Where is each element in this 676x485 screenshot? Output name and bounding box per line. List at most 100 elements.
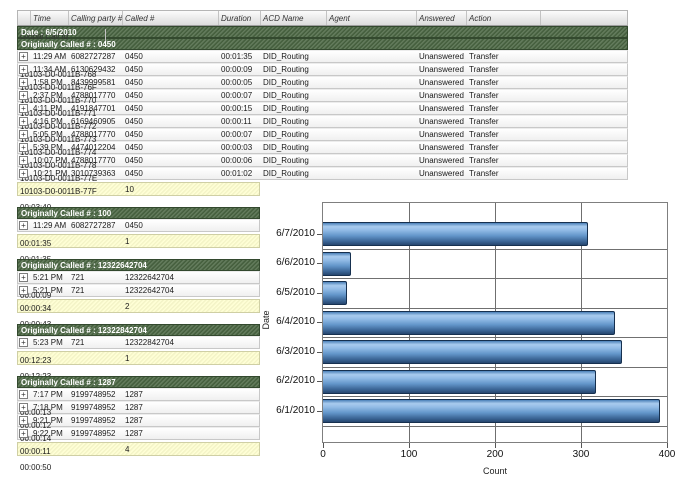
summary-count: 2 (125, 302, 130, 311)
expand-cell: + (18, 415, 31, 426)
gridline-horizontal (323, 425, 667, 427)
cell-value: Transfer (469, 65, 499, 74)
cell-value: Transfer (469, 130, 499, 139)
chart-bar (323, 251, 351, 276)
chart-bar (323, 310, 615, 335)
cell-value: DID_Routing (263, 130, 309, 139)
expand-row-button[interactable]: + (19, 52, 28, 61)
cell-value: 00:00:03 (221, 143, 253, 152)
y-axis-tick-label: 6/5/2010 (276, 287, 315, 298)
gridline-horizontal (323, 396, 667, 397)
expand-cell: + (18, 142, 31, 153)
cell-value: 4:16 PM (33, 117, 63, 126)
column-header-time[interactable]: Time (31, 11, 69, 25)
cell-value: 9199748952 (71, 403, 116, 412)
cell-value: Transfer (469, 156, 499, 165)
cell-value: DID_Routing (263, 104, 309, 113)
cell-value: DID_Routing (263, 52, 309, 61)
chart-bar (323, 222, 588, 246)
column-header-answered[interactable]: Answered (417, 11, 467, 25)
cell-value (327, 129, 417, 140)
x-axis-tick (667, 443, 668, 448)
expand-cell: + (18, 428, 31, 439)
expand-row-button[interactable]: + (19, 429, 28, 438)
chart-x-axis-title: Count (482, 466, 508, 476)
cell-value: 12322642704 (125, 273, 174, 282)
cell-value (327, 90, 417, 101)
cell-value: 0450 (125, 117, 143, 126)
expand-row-button[interactable]: + (19, 169, 28, 178)
expand-row-button[interactable]: + (19, 143, 28, 152)
cell-value: 8439999581 (71, 78, 116, 87)
cell-value: Unanswered (419, 65, 464, 74)
cell-value: 11:29 AM (33, 52, 67, 61)
cell-value: 6169460905 (71, 117, 116, 126)
column-header-agent[interactable]: Agent (327, 11, 417, 25)
expand-cell: + (18, 402, 31, 413)
expand-row-button[interactable]: + (19, 130, 28, 139)
column-header-expand[interactable] (18, 11, 31, 25)
table-row: +10:07 PM 4788017770 0450 00:00:06 DID_Routi… (17, 154, 628, 183)
cell-value: Unanswered (419, 156, 464, 165)
cell-value: 00:00:09 (221, 65, 253, 74)
group-summary-row: 4 00:00:50 (17, 442, 260, 472)
cell-value: 0450 (125, 130, 143, 139)
expand-row-button[interactable]: + (19, 286, 28, 295)
table-row: +5:21 PM7211232264270400:00:09 (17, 271, 260, 300)
expand-cell: + (18, 285, 31, 296)
expand-row-button[interactable]: + (19, 65, 28, 74)
cell-value: 12322842704 (125, 338, 174, 347)
expand-row-button[interactable]: + (19, 390, 28, 399)
cell-value: DID_Routing (263, 78, 309, 87)
gridline-horizontal (323, 307, 667, 309)
cell-value: 0450 (125, 143, 143, 152)
expand-row-button[interactable]: + (19, 338, 28, 347)
cell-value: 0450 (125, 91, 143, 100)
expand-row-button[interactable]: + (19, 78, 28, 87)
cell-value (327, 155, 417, 166)
column-header-called[interactable]: Called # (123, 11, 219, 25)
expand-row-button[interactable]: + (19, 91, 28, 100)
cell-value: 9199748952 (71, 416, 116, 425)
expand-row-button[interactable]: + (19, 273, 28, 282)
cell-value: 3010739363 (71, 169, 116, 178)
expand-cell: + (18, 220, 31, 231)
column-header-calling-party[interactable]: Calling party # (69, 11, 123, 25)
cell-value: 5:21 PM (33, 273, 63, 282)
gridline-horizontal (323, 337, 667, 338)
expand-row-button[interactable]: + (19, 416, 28, 425)
expand-cell: + (18, 103, 31, 114)
expand-row-button[interactable]: + (19, 117, 28, 126)
column-header-duration[interactable]: Duration (219, 11, 261, 25)
cell-value: 0450 (125, 104, 143, 113)
cell-value: 1:58 PM (33, 78, 63, 87)
cell-value: 0450 (125, 169, 143, 178)
cell-value: 721 (71, 286, 85, 295)
x-axis-tick-label: 400 (658, 449, 676, 460)
cell-value: 4:11 PM (33, 104, 63, 113)
chart-y-axis-title: Date (261, 310, 271, 330)
expand-row-button[interactable]: + (19, 221, 28, 230)
cell-value: 00:01:02 (221, 169, 253, 178)
chart-bar (323, 369, 596, 394)
table-row: +11:34 AM 6130629432 0450 00:00:09 DID_Routi… (17, 63, 628, 92)
cell-value: Unanswered (419, 91, 464, 100)
expand-row-button[interactable]: + (19, 156, 28, 165)
expand-cell: + (18, 337, 31, 348)
expand-row-button[interactable]: + (19, 104, 28, 113)
group-header: Originally Called # : 0450 (17, 38, 628, 50)
calls-table: Time Calling party # Called # Duration ACD N… (17, 10, 628, 212)
cell-value: Unanswered (419, 117, 464, 126)
table-row: +9:21 PM9199748952128700:00:14 (17, 414, 260, 443)
summary-count: 1 (125, 354, 130, 363)
expand-row-button[interactable]: + (19, 403, 28, 412)
cell-value: 1287 (125, 429, 143, 438)
cell-value: 00:00:05 (221, 78, 253, 87)
column-header-acd-name[interactable]: ACD Name (261, 11, 327, 25)
column-header-action[interactable]: Action (467, 11, 541, 25)
summary-count: 1 (125, 237, 130, 246)
y-axis-tick (317, 381, 322, 382)
group-header: Originally Called # : 100 (17, 207, 260, 219)
cell-value: 00:01:35 (221, 52, 253, 61)
